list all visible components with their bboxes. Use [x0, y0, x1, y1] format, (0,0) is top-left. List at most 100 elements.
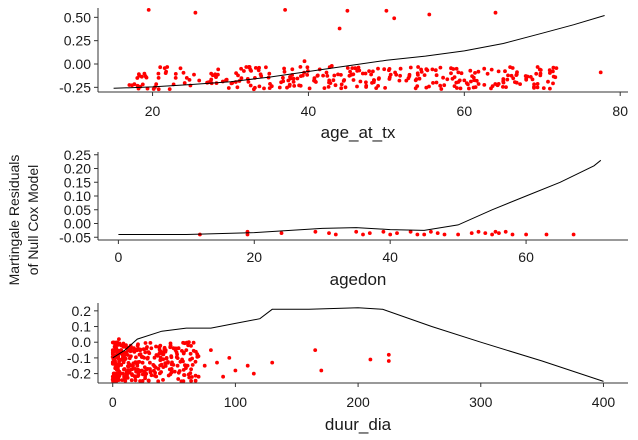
data-point: [229, 81, 234, 86]
data-point: [148, 341, 153, 345]
data-point: [438, 65, 443, 70]
data-point: [112, 359, 116, 363]
data-point: [259, 74, 264, 78]
y-tick-label: 0.20: [64, 161, 91, 177]
data-point: [249, 69, 254, 73]
data-point: [186, 372, 191, 377]
x-tick-label: 40: [301, 103, 317, 119]
data-point: [518, 82, 522, 86]
data-point: [456, 70, 461, 75]
data-point: [456, 80, 461, 84]
data-point: [184, 76, 189, 80]
data-point: [300, 73, 305, 78]
x-tick-label: 100: [224, 394, 248, 410]
data-point: [282, 66, 286, 71]
data-point: [442, 83, 447, 88]
data-point: [305, 73, 310, 77]
x-tick-label: 60: [518, 249, 534, 265]
data-point: [467, 86, 471, 91]
data-point: [189, 379, 194, 383]
data-point: [496, 69, 501, 74]
data-point: [146, 8, 151, 12]
smooth-line: [113, 15, 605, 89]
data-point: [383, 86, 387, 90]
y-tick-label: 0.15: [64, 174, 91, 190]
data-point: [122, 375, 126, 379]
data-point: [327, 78, 332, 83]
data-point: [476, 229, 481, 234]
data-point: [129, 354, 133, 359]
data-point: [135, 370, 140, 374]
data-point: [363, 71, 368, 76]
data-point: [339, 82, 344, 87]
data-point: [322, 86, 327, 90]
data-point: [168, 341, 173, 346]
data-point: [196, 354, 201, 359]
data-point: [159, 370, 164, 374]
data-point: [376, 66, 380, 71]
data-point: [175, 363, 180, 368]
data-point: [251, 371, 256, 376]
data-point: [145, 356, 150, 361]
data-point: [483, 231, 488, 236]
data-point: [120, 371, 125, 376]
data-point: [117, 337, 121, 341]
data-point: [341, 79, 346, 83]
data-point: [376, 84, 380, 88]
data-point: [140, 355, 144, 359]
data-point: [131, 363, 135, 368]
data-point: [367, 231, 372, 236]
x-tick-label: 300: [469, 394, 493, 410]
data-point: [152, 355, 157, 360]
data-point: [124, 345, 129, 350]
data-point: [351, 72, 356, 77]
data-point: [209, 348, 213, 352]
data-point: [154, 82, 159, 86]
data-point: [505, 77, 510, 82]
data-point: [509, 73, 514, 78]
data-point: [286, 78, 291, 83]
data-point: [153, 373, 157, 378]
data-point: [442, 232, 447, 237]
data-point: [277, 85, 282, 90]
data-point: [233, 368, 238, 373]
data-point: [279, 231, 284, 236]
x-tick-label: 20: [145, 103, 161, 119]
y-tick-label: 0.0: [72, 334, 92, 350]
data-point: [184, 348, 189, 352]
data-point: [112, 371, 116, 376]
data-point: [291, 80, 296, 84]
y-tick-label: 0.2: [72, 303, 92, 319]
data-point: [246, 80, 251, 84]
x-tick-label: 0: [114, 249, 122, 265]
data-point: [327, 231, 331, 236]
data-point: [119, 343, 124, 348]
data-point: [123, 356, 128, 361]
data-point: [462, 78, 467, 83]
data-point: [143, 350, 148, 355]
data-point: [245, 232, 250, 237]
data-point: [523, 74, 528, 78]
data-point: [388, 72, 393, 77]
data-point: [110, 352, 115, 356]
data-point: [158, 65, 163, 70]
data-point: [169, 355, 174, 360]
data-point: [189, 344, 193, 348]
data-point: [168, 345, 173, 350]
data-point: [149, 346, 154, 351]
data-point: [115, 366, 120, 371]
data-point: [473, 71, 477, 75]
data-point: [133, 378, 138, 383]
data-point: [110, 348, 115, 353]
data-point: [117, 362, 122, 366]
data-point: [425, 68, 430, 73]
data-point: [183, 363, 187, 368]
data-point: [321, 73, 325, 78]
data-point: [355, 84, 359, 89]
data-point: [167, 87, 172, 91]
data-point: [332, 73, 337, 78]
data-point: [166, 373, 171, 378]
data-point: [353, 66, 358, 71]
data-point: [193, 378, 198, 383]
